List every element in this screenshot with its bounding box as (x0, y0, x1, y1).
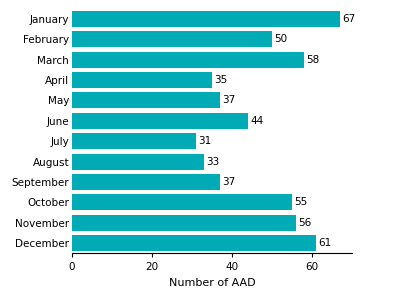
Bar (72, 72, 212, 88)
Bar (72, 113, 248, 129)
Bar (72, 31, 272, 47)
Text: 61: 61 (318, 238, 331, 248)
Bar (72, 92, 220, 108)
Text: 44: 44 (250, 116, 263, 126)
Text: 33: 33 (206, 157, 219, 167)
Text: 35: 35 (214, 75, 227, 85)
Bar (72, 133, 196, 149)
Bar (72, 235, 316, 251)
Bar (72, 194, 292, 211)
Text: 58: 58 (306, 55, 319, 65)
Bar (72, 154, 204, 170)
Bar (72, 11, 340, 27)
Bar (72, 215, 296, 231)
Text: 37: 37 (222, 95, 235, 105)
Text: 67: 67 (342, 14, 355, 24)
Text: 56: 56 (298, 218, 311, 228)
Text: 31: 31 (198, 136, 211, 146)
Text: 50: 50 (274, 34, 287, 44)
Text: 55: 55 (294, 198, 307, 207)
Bar (72, 174, 220, 190)
Text: 37: 37 (222, 177, 235, 187)
X-axis label: Number of AAD: Number of AAD (169, 278, 255, 288)
Bar (72, 52, 304, 68)
